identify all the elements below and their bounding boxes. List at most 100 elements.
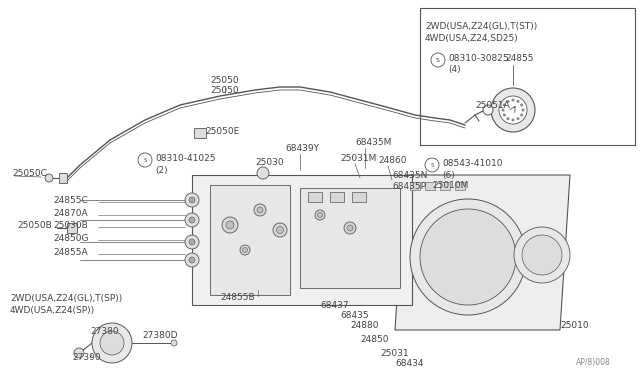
Circle shape: [520, 103, 523, 106]
Circle shape: [520, 113, 523, 116]
Circle shape: [344, 222, 356, 234]
Circle shape: [189, 239, 195, 245]
Text: 68434: 68434: [395, 359, 424, 369]
Circle shape: [511, 99, 515, 102]
Bar: [194, 128, 206, 138]
Text: 25031M: 25031M: [340, 154, 376, 163]
Circle shape: [483, 105, 493, 115]
Bar: [420, 8, 635, 145]
Text: 68435N: 68435N: [392, 170, 428, 180]
Text: 08310-41025: 08310-41025: [155, 154, 216, 163]
Circle shape: [410, 199, 526, 315]
Bar: [300, 188, 400, 288]
Text: 68437: 68437: [320, 301, 349, 310]
Bar: [330, 192, 344, 202]
Text: 25050: 25050: [211, 86, 239, 94]
Text: 27380: 27380: [90, 327, 118, 337]
Circle shape: [138, 153, 152, 167]
Text: 24870A: 24870A: [53, 208, 88, 218]
Text: 25050: 25050: [211, 76, 239, 84]
Text: 24850G: 24850G: [53, 234, 88, 243]
Circle shape: [254, 204, 266, 216]
Text: AP/8)008: AP/8)008: [576, 357, 611, 366]
Text: 27390: 27390: [72, 353, 100, 362]
Text: 4WD(USA,Z24,SD25): 4WD(USA,Z24,SD25): [425, 34, 519, 43]
Text: 08310-30825: 08310-30825: [448, 54, 509, 62]
Text: S: S: [436, 58, 440, 62]
Text: 24855: 24855: [505, 54, 534, 62]
Circle shape: [315, 210, 325, 220]
Text: 68435P: 68435P: [392, 182, 426, 190]
Text: 68435: 68435: [340, 311, 369, 320]
Circle shape: [240, 245, 250, 255]
Circle shape: [45, 174, 53, 182]
Circle shape: [189, 197, 195, 203]
Text: 24855B: 24855B: [220, 294, 255, 302]
Text: (4): (4): [448, 64, 461, 74]
Polygon shape: [395, 175, 570, 330]
Text: 27380D: 27380D: [142, 330, 177, 340]
Text: 25050B: 25050B: [17, 221, 52, 230]
Circle shape: [243, 247, 248, 253]
Bar: [59, 173, 67, 183]
Bar: [308, 192, 322, 202]
Bar: [410, 182, 420, 190]
Text: 4WD(USA,Z24(SP)): 4WD(USA,Z24(SP)): [10, 307, 95, 315]
Text: 25030B: 25030B: [53, 221, 88, 230]
Circle shape: [189, 257, 195, 263]
Circle shape: [185, 193, 199, 207]
Circle shape: [431, 53, 445, 67]
Text: 25010: 25010: [560, 321, 589, 330]
Circle shape: [100, 331, 124, 355]
Circle shape: [499, 96, 527, 124]
Text: 24855A: 24855A: [53, 247, 88, 257]
Circle shape: [317, 212, 323, 218]
Circle shape: [74, 348, 84, 358]
Circle shape: [257, 167, 269, 179]
Text: 25030: 25030: [255, 157, 284, 167]
Circle shape: [522, 235, 562, 275]
Circle shape: [506, 100, 509, 103]
Text: 08543-41010: 08543-41010: [442, 158, 502, 167]
Circle shape: [516, 100, 520, 103]
Circle shape: [516, 117, 520, 120]
Text: 24880: 24880: [350, 321, 378, 330]
Circle shape: [514, 227, 570, 283]
Text: 68439Y: 68439Y: [285, 144, 319, 153]
Bar: [440, 182, 450, 190]
Circle shape: [185, 213, 199, 227]
Circle shape: [425, 158, 439, 172]
Circle shape: [185, 253, 199, 267]
Bar: [455, 182, 465, 190]
Circle shape: [502, 109, 504, 112]
Text: 24855C: 24855C: [53, 196, 88, 205]
Circle shape: [420, 209, 516, 305]
Bar: [67, 223, 77, 233]
Circle shape: [503, 113, 506, 116]
Circle shape: [506, 117, 509, 120]
Circle shape: [491, 88, 535, 132]
Text: 24860: 24860: [378, 155, 406, 164]
Circle shape: [185, 235, 199, 249]
Circle shape: [257, 207, 263, 213]
Text: (6): (6): [442, 170, 455, 180]
Circle shape: [276, 227, 284, 234]
Circle shape: [511, 119, 515, 122]
Text: 25010M: 25010M: [432, 180, 468, 189]
Bar: [210, 185, 290, 295]
Text: 24850: 24850: [360, 336, 388, 344]
Text: S: S: [143, 157, 147, 163]
Text: 25050C: 25050C: [12, 169, 47, 177]
Circle shape: [522, 109, 525, 112]
Text: 2WD(USA,Z24(GL),T(SP)): 2WD(USA,Z24(GL),T(SP)): [10, 294, 122, 302]
Text: 2WD(USA,Z24(GL),T(ST)): 2WD(USA,Z24(GL),T(ST)): [425, 22, 537, 31]
Text: S: S: [430, 163, 434, 167]
Circle shape: [273, 223, 287, 237]
Circle shape: [503, 103, 506, 106]
Circle shape: [189, 217, 195, 223]
Bar: [192, 175, 412, 305]
Text: 25031: 25031: [380, 349, 408, 357]
Text: (2): (2): [155, 166, 168, 174]
Text: 68435M: 68435M: [355, 138, 392, 147]
Text: 25050E: 25050E: [205, 126, 239, 135]
